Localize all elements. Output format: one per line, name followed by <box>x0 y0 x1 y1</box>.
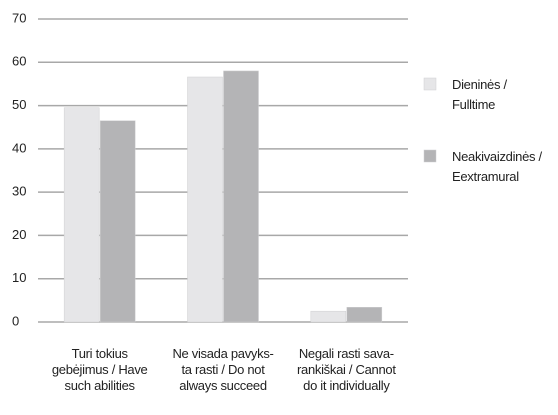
legend-swatch <box>423 149 437 163</box>
y-tick-label: 0 <box>12 313 19 328</box>
y-tick-label: 50 <box>12 97 26 112</box>
y-tick-label: 20 <box>12 227 26 242</box>
bar <box>99 120 136 323</box>
legend-label: Neakivaizdinės / Eextramural <box>452 149 542 184</box>
bar <box>63 107 100 323</box>
y-tick-label: 10 <box>12 270 26 285</box>
legend-swatch <box>423 77 437 91</box>
bar <box>187 76 223 323</box>
bar <box>310 310 347 323</box>
bar <box>223 70 259 323</box>
x-tick-label: Turi tokius gebėjimus / Have such abilit… <box>51 346 148 393</box>
y-tick-label: 40 <box>12 140 26 155</box>
x-tick-label: Ne visada pavyks- ta rasti / Do not alwa… <box>172 346 274 393</box>
y-tick-label: 60 <box>12 54 26 69</box>
legend-label: Dieninės / Fulltime <box>452 77 507 112</box>
y-tick-label: 30 <box>12 184 26 199</box>
y-tick-label: 70 <box>12 10 26 25</box>
bar <box>346 307 383 323</box>
x-tick-label: Negali rasti sava- rankiškai / Cannot do… <box>297 346 396 393</box>
